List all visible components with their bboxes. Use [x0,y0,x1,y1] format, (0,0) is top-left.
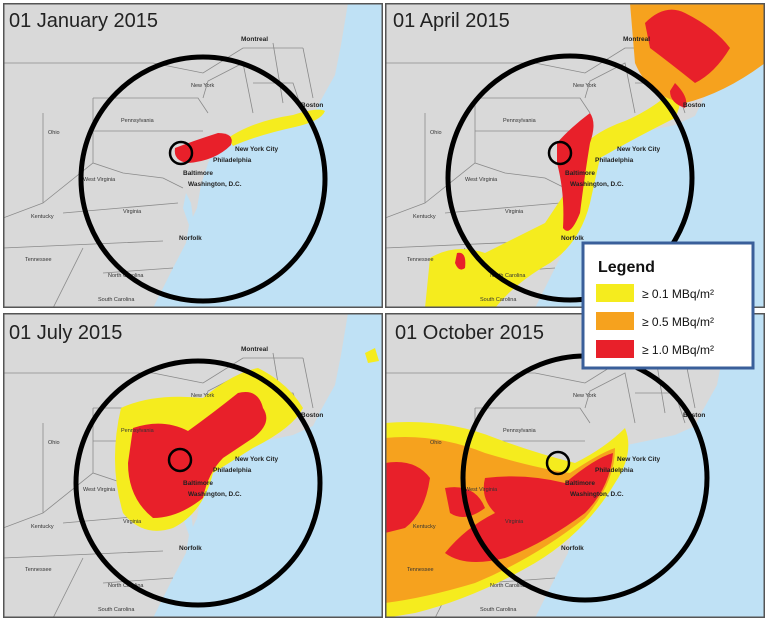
panel: Montreal Boston New York City PhiladelphiaB… [3,3,383,308]
map-label: New York [191,83,214,89]
map-label: Kentucky [413,524,436,530]
map-label: Baltimore [183,480,213,487]
map-label: Pennsylvania [121,428,155,434]
legend-title: Legend [598,259,655,276]
map-label: Virginia [505,519,524,525]
range-circle [445,53,695,303]
map-label: Montreal [241,36,268,43]
site-circle [545,450,571,476]
range-circle [73,358,323,608]
map-label: Baltimore [183,170,213,177]
panel-title: 01 January 2015 [9,10,158,32]
panel-title: 01 April 2015 [393,10,510,32]
map-label: Tennessee [25,257,52,263]
map-label: Tennessee [25,567,52,573]
plume-high [385,453,613,562]
map-label: Virginia [123,209,142,215]
map-label: Norfolk [179,235,202,242]
map-label: Baltimore [565,480,595,487]
map-label: West Virginia [83,177,116,183]
panel-frame [3,3,383,308]
panel-title: 01 July 2015 [9,322,122,344]
map-label: North Carolina [490,583,526,589]
map-label: West Virginia [465,487,498,493]
map-label: Kentucky [31,524,54,530]
map-label: West Virginia [465,177,498,183]
map-label: New York City [617,146,660,153]
map-label: North Carolina [490,273,526,279]
site-circle [167,447,193,473]
panel: Montreal Boston New York City PhiladelphiaB… [385,3,765,308]
legend-label: ≥ 1.0 MBq/m² [642,343,714,357]
map-label: Boston [301,102,323,109]
legend-label: ≥ 0.1 MBq/m² [642,287,714,301]
panel-title: 01 October 2015 [395,322,544,344]
map-label: New York [573,393,596,399]
panel: Montreal Boston New York City PhiladelphiaB… [3,313,383,618]
map-label: Philadelphia [595,467,634,474]
map-label: Norfolk [561,235,584,242]
map-label: Ohio [48,130,60,136]
map-label: Kentucky [31,214,54,220]
map-label: Philadelphia [213,157,252,164]
map-label: New York City [235,456,278,463]
plume-low [228,109,325,146]
map-label: Ohio [48,440,60,446]
map-label: South Carolina [98,607,135,613]
panel-frame [385,313,765,618]
map-label: Kentucky [413,214,436,220]
panel-frame [3,313,383,618]
map-label: Montreal [623,36,650,43]
map-label: Norfolk [561,545,584,552]
legend: Legend ≥ 0.1 MBq/m² ≥ 0.5 MBq/m² ≥ 1.0 M… [581,241,755,370]
legend-swatch [596,312,634,330]
plume-low [425,88,680,308]
map-label: Washington, D.C. [570,491,624,498]
map-label: Pennsylvania [503,118,537,124]
map-label: Tennessee [407,567,434,573]
panel-frame [385,3,765,308]
map-label: Washington, D.C. [188,491,242,498]
map-label: Montreal [241,346,268,353]
map-label: New York [191,393,214,399]
map-label: Boston [683,412,705,419]
map-label: Washington, D.C. [188,181,242,188]
map-label: Ohio [430,440,442,446]
map-label: North Carolina [108,583,144,589]
map-label: Philadelphia [213,467,252,474]
plume-high [128,392,267,518]
plume-high [174,133,232,163]
range-circle [78,54,328,304]
map-label: Washington, D.C. [570,181,624,188]
map-label: Baltimore [565,170,595,177]
map-label: Pennsylvania [503,428,537,434]
plume-high [455,9,730,270]
legend-swatch [596,340,634,358]
map-label: Boston [683,102,705,109]
map-label: New York [573,83,596,89]
map-label: New York City [235,146,278,153]
legend-swatch [596,284,634,302]
map-label: Philadelphia [595,157,634,164]
map-label: Tennessee [407,257,434,263]
map-label: South Carolina [98,297,135,303]
map-label: South Carolina [480,297,517,303]
map-label: South Carolina [480,607,517,613]
map-label: Pennsylvania [121,118,155,124]
map-label: Ohio [430,130,442,136]
map-label: Boston [301,412,323,419]
site-circle [168,140,194,166]
map-label: West Virginia [83,487,116,493]
map-label: Norfolk [179,545,202,552]
map-label: Virginia [123,519,142,525]
map-label: Virginia [505,209,524,215]
site-circle [547,140,573,166]
map-label: New York City [617,456,660,463]
legend-label: ≥ 0.5 MBq/m² [642,315,714,329]
